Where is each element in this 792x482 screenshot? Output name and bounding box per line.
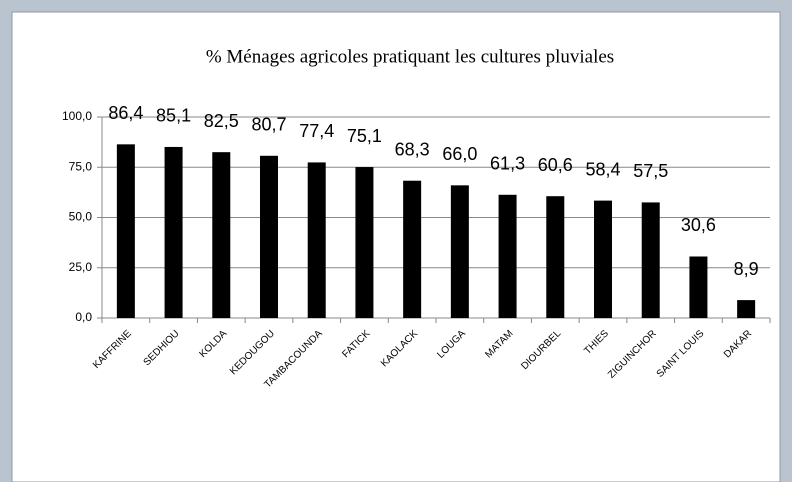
bar [546,196,565,318]
value-label: 60,6 [538,155,573,175]
bar [450,185,469,318]
value-label: 68,3 [395,139,430,159]
value-label: 86,4 [108,103,143,123]
bar [212,152,231,318]
bar [260,155,278,318]
bar [164,146,183,318]
value-label: 57,5 [633,161,668,181]
bar [307,162,326,318]
value-label: 30,6 [681,215,716,235]
bar [737,300,756,318]
bar [689,256,708,318]
value-label: 85,1 [156,106,191,126]
value-label: 80,7 [251,115,286,135]
value-label: 82,5 [204,111,239,131]
bar [355,167,374,318]
y-tick-label: 50,0 [69,210,93,224]
y-tick-label: 75,0 [69,159,93,173]
bar [594,200,612,318]
value-label: 66,0 [442,144,477,164]
bar [498,194,517,318]
bar [403,180,422,318]
bar [116,144,135,318]
value-label: 61,3 [490,154,525,174]
value-label: 77,4 [299,121,334,141]
value-label: 8,9 [734,259,759,279]
y-tick-label: 100,0 [62,109,92,123]
y-tick-label: 0,0 [75,310,92,324]
value-label: 75,1 [347,126,382,146]
value-label: 58,4 [585,159,620,179]
bar [641,202,660,318]
chart-title: % Ménages agricoles pratiquant les cultu… [206,46,614,67]
y-tick-label: 25,0 [69,260,93,274]
